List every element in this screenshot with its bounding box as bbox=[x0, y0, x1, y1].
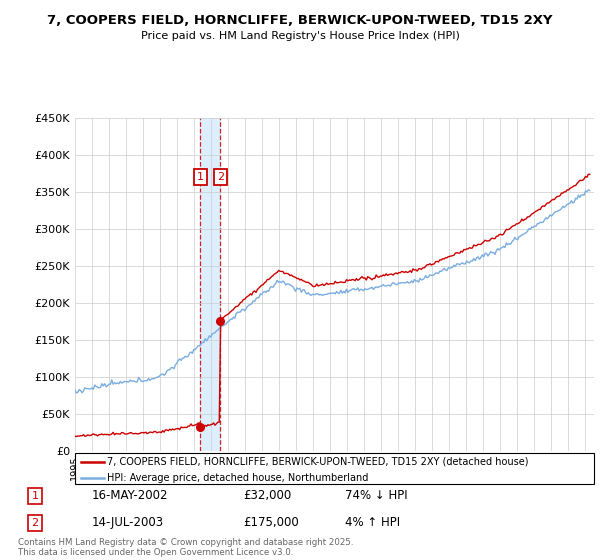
Text: HPI: Average price, detached house, Northumberland: HPI: Average price, detached house, Nort… bbox=[107, 473, 368, 483]
FancyBboxPatch shape bbox=[75, 453, 594, 484]
Bar bbox=[200, 118, 220, 451]
Text: Price paid vs. HM Land Registry's House Price Index (HPI): Price paid vs. HM Land Registry's House … bbox=[140, 31, 460, 41]
Text: £175,000: £175,000 bbox=[244, 516, 299, 529]
Text: Contains HM Land Registry data © Crown copyright and database right 2025.
This d: Contains HM Land Registry data © Crown c… bbox=[18, 538, 353, 557]
Text: 1: 1 bbox=[197, 172, 204, 182]
Text: 2: 2 bbox=[31, 517, 38, 528]
Text: 74% ↓ HPI: 74% ↓ HPI bbox=[345, 489, 408, 502]
Text: £32,000: £32,000 bbox=[244, 489, 292, 502]
Text: 2: 2 bbox=[217, 172, 224, 182]
Text: 16-MAY-2002: 16-MAY-2002 bbox=[91, 489, 168, 502]
Text: 1: 1 bbox=[31, 491, 38, 501]
Text: 14-JUL-2003: 14-JUL-2003 bbox=[91, 516, 163, 529]
Text: 4% ↑ HPI: 4% ↑ HPI bbox=[345, 516, 400, 529]
Text: 7, COOPERS FIELD, HORNCLIFFE, BERWICK-UPON-TWEED, TD15 2XY: 7, COOPERS FIELD, HORNCLIFFE, BERWICK-UP… bbox=[47, 14, 553, 27]
Text: 7, COOPERS FIELD, HORNCLIFFE, BERWICK-UPON-TWEED, TD15 2XY (detached house): 7, COOPERS FIELD, HORNCLIFFE, BERWICK-UP… bbox=[107, 457, 529, 467]
